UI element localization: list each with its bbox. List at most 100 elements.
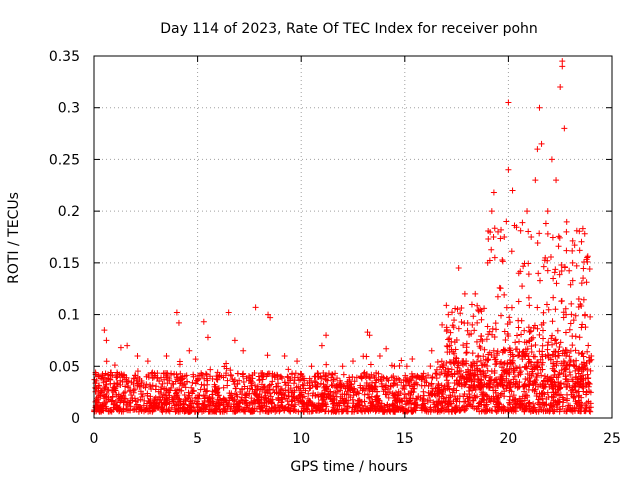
- data-point: [475, 353, 482, 360]
- data-point: [529, 386, 536, 393]
- data-point: [301, 377, 308, 384]
- data-point: [398, 357, 405, 364]
- data-point: [517, 403, 524, 410]
- data-point: [579, 225, 586, 232]
- data-point: [271, 403, 278, 410]
- data-point: [567, 281, 574, 288]
- data-point: [231, 337, 238, 344]
- data-point: [579, 321, 586, 328]
- data-point: [585, 342, 592, 349]
- data-point: [289, 402, 296, 409]
- data-point: [532, 377, 539, 384]
- data-point: [102, 370, 109, 377]
- data-point: [306, 385, 313, 392]
- data-point: [534, 146, 541, 153]
- data-point: [573, 357, 580, 364]
- data-point: [200, 392, 207, 399]
- data-point: [569, 405, 576, 412]
- data-point: [521, 339, 528, 346]
- data-point: [574, 401, 581, 408]
- data-point: [524, 208, 531, 215]
- data-point: [525, 271, 532, 278]
- data-point: [534, 359, 541, 366]
- data-point: [143, 373, 150, 380]
- data-point: [501, 234, 508, 240]
- data-point: [390, 406, 397, 413]
- data-point: [581, 230, 588, 237]
- data-point: [579, 372, 586, 379]
- data-point: [413, 379, 420, 386]
- data-point: [165, 407, 172, 414]
- data-point: [435, 380, 442, 387]
- data-point: [185, 389, 192, 396]
- data-point: [534, 325, 541, 332]
- data-point: [177, 404, 184, 411]
- data-point: [256, 400, 263, 407]
- data-point: [568, 300, 575, 307]
- data-point: [443, 328, 450, 335]
- data-point: [539, 348, 546, 355]
- data-point: [156, 399, 163, 406]
- data-point: [323, 403, 330, 410]
- data-point: [427, 397, 434, 404]
- data-point: [420, 370, 427, 377]
- data-point: [480, 361, 487, 368]
- data-point: [367, 375, 374, 382]
- data-point: [394, 391, 401, 398]
- data-point: [493, 360, 500, 367]
- data-point: [569, 386, 576, 393]
- data-point: [468, 381, 475, 388]
- data-point: [444, 382, 451, 389]
- data-point: [507, 401, 514, 408]
- data-point: [268, 381, 275, 388]
- data-point: [526, 358, 533, 365]
- data-point: [458, 318, 465, 325]
- data-point: [486, 373, 493, 380]
- data-point: [480, 353, 487, 360]
- data-point: [526, 375, 533, 382]
- data-point: [542, 220, 549, 227]
- y-tick-label: 0.25: [49, 152, 80, 168]
- data-point: [471, 360, 478, 367]
- data-point: [486, 396, 493, 403]
- data-point: [401, 395, 408, 402]
- data-point: [504, 321, 511, 328]
- data-point: [569, 342, 576, 349]
- data-point: [444, 349, 451, 356]
- data-point: [431, 401, 438, 408]
- data-point: [291, 377, 298, 384]
- data-point: [493, 379, 500, 386]
- data-point: [553, 340, 560, 347]
- data-point: [511, 222, 518, 229]
- data-point: [564, 378, 571, 385]
- data-point: [518, 398, 525, 405]
- data-point: [102, 378, 109, 385]
- data-point: [460, 358, 467, 365]
- data-point: [162, 374, 169, 381]
- data-point: [551, 391, 558, 398]
- y-tick-label: 0.2: [58, 204, 80, 220]
- data-point: [453, 354, 460, 361]
- data-point: [442, 387, 449, 394]
- data-point: [147, 393, 154, 400]
- data-point: [484, 323, 491, 330]
- data-point: [506, 371, 513, 378]
- data-point: [358, 374, 365, 381]
- data-point: [485, 356, 492, 363]
- chart-title: Day 114 of 2023, Rate Of TEC Index for r…: [160, 21, 538, 37]
- data-point: [470, 313, 477, 320]
- data-point: [299, 400, 306, 407]
- data-point: [495, 404, 502, 411]
- data-point: [548, 156, 555, 163]
- data-point: [113, 374, 120, 381]
- data-point: [220, 374, 227, 381]
- data-point: [305, 390, 312, 397]
- data-point: [361, 408, 368, 415]
- data-point: [546, 383, 553, 390]
- data-point: [345, 397, 352, 404]
- data-point: [383, 345, 390, 352]
- data-point: [438, 358, 445, 365]
- data-point: [529, 368, 536, 375]
- data-point: [587, 367, 594, 374]
- data-point: [420, 388, 427, 395]
